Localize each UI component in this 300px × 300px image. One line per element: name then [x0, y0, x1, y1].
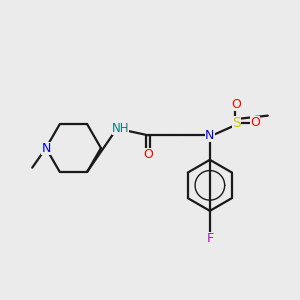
Text: N: N [41, 142, 51, 154]
Text: NH: NH [112, 122, 129, 135]
Text: S: S [232, 116, 241, 130]
Text: O: O [143, 148, 153, 161]
Text: F: F [206, 232, 213, 245]
Text: O: O [231, 98, 241, 111]
Text: O: O [250, 116, 260, 129]
Text: N: N [205, 129, 214, 142]
